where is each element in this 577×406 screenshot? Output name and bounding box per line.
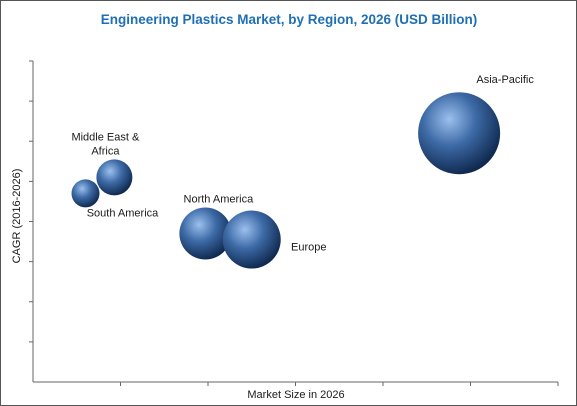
bubble-middle-east <box>96 159 133 196</box>
y-axis-label: CAGR (2016-2026) <box>11 169 23 264</box>
y-axis-ticks <box>29 60 33 343</box>
bubble-south-america <box>71 179 100 208</box>
bubble-label: North America <box>184 194 255 206</box>
bubble-asia-pacific <box>418 92 501 175</box>
x-axis-label: Market Size in 2026 <box>247 389 344 401</box>
bubble-label: South America <box>87 207 159 219</box>
x-axis-ticks <box>120 382 559 386</box>
bubble-series <box>71 92 501 269</box>
chart-title: Engineering Plastics Market, by Region, … <box>101 12 478 27</box>
bubble-label: Asia-Pacific <box>476 74 534 86</box>
bubble-label: Middle East & <box>71 131 140 143</box>
bubble-label: Europe <box>291 242 326 254</box>
bubble-north-america <box>179 207 232 260</box>
bubble-label-line2: Africa <box>91 145 120 157</box>
bubble-europe <box>222 210 281 269</box>
bubble-labels: Asia-Pacific Middle East & Africa South Ame… <box>71 74 534 253</box>
